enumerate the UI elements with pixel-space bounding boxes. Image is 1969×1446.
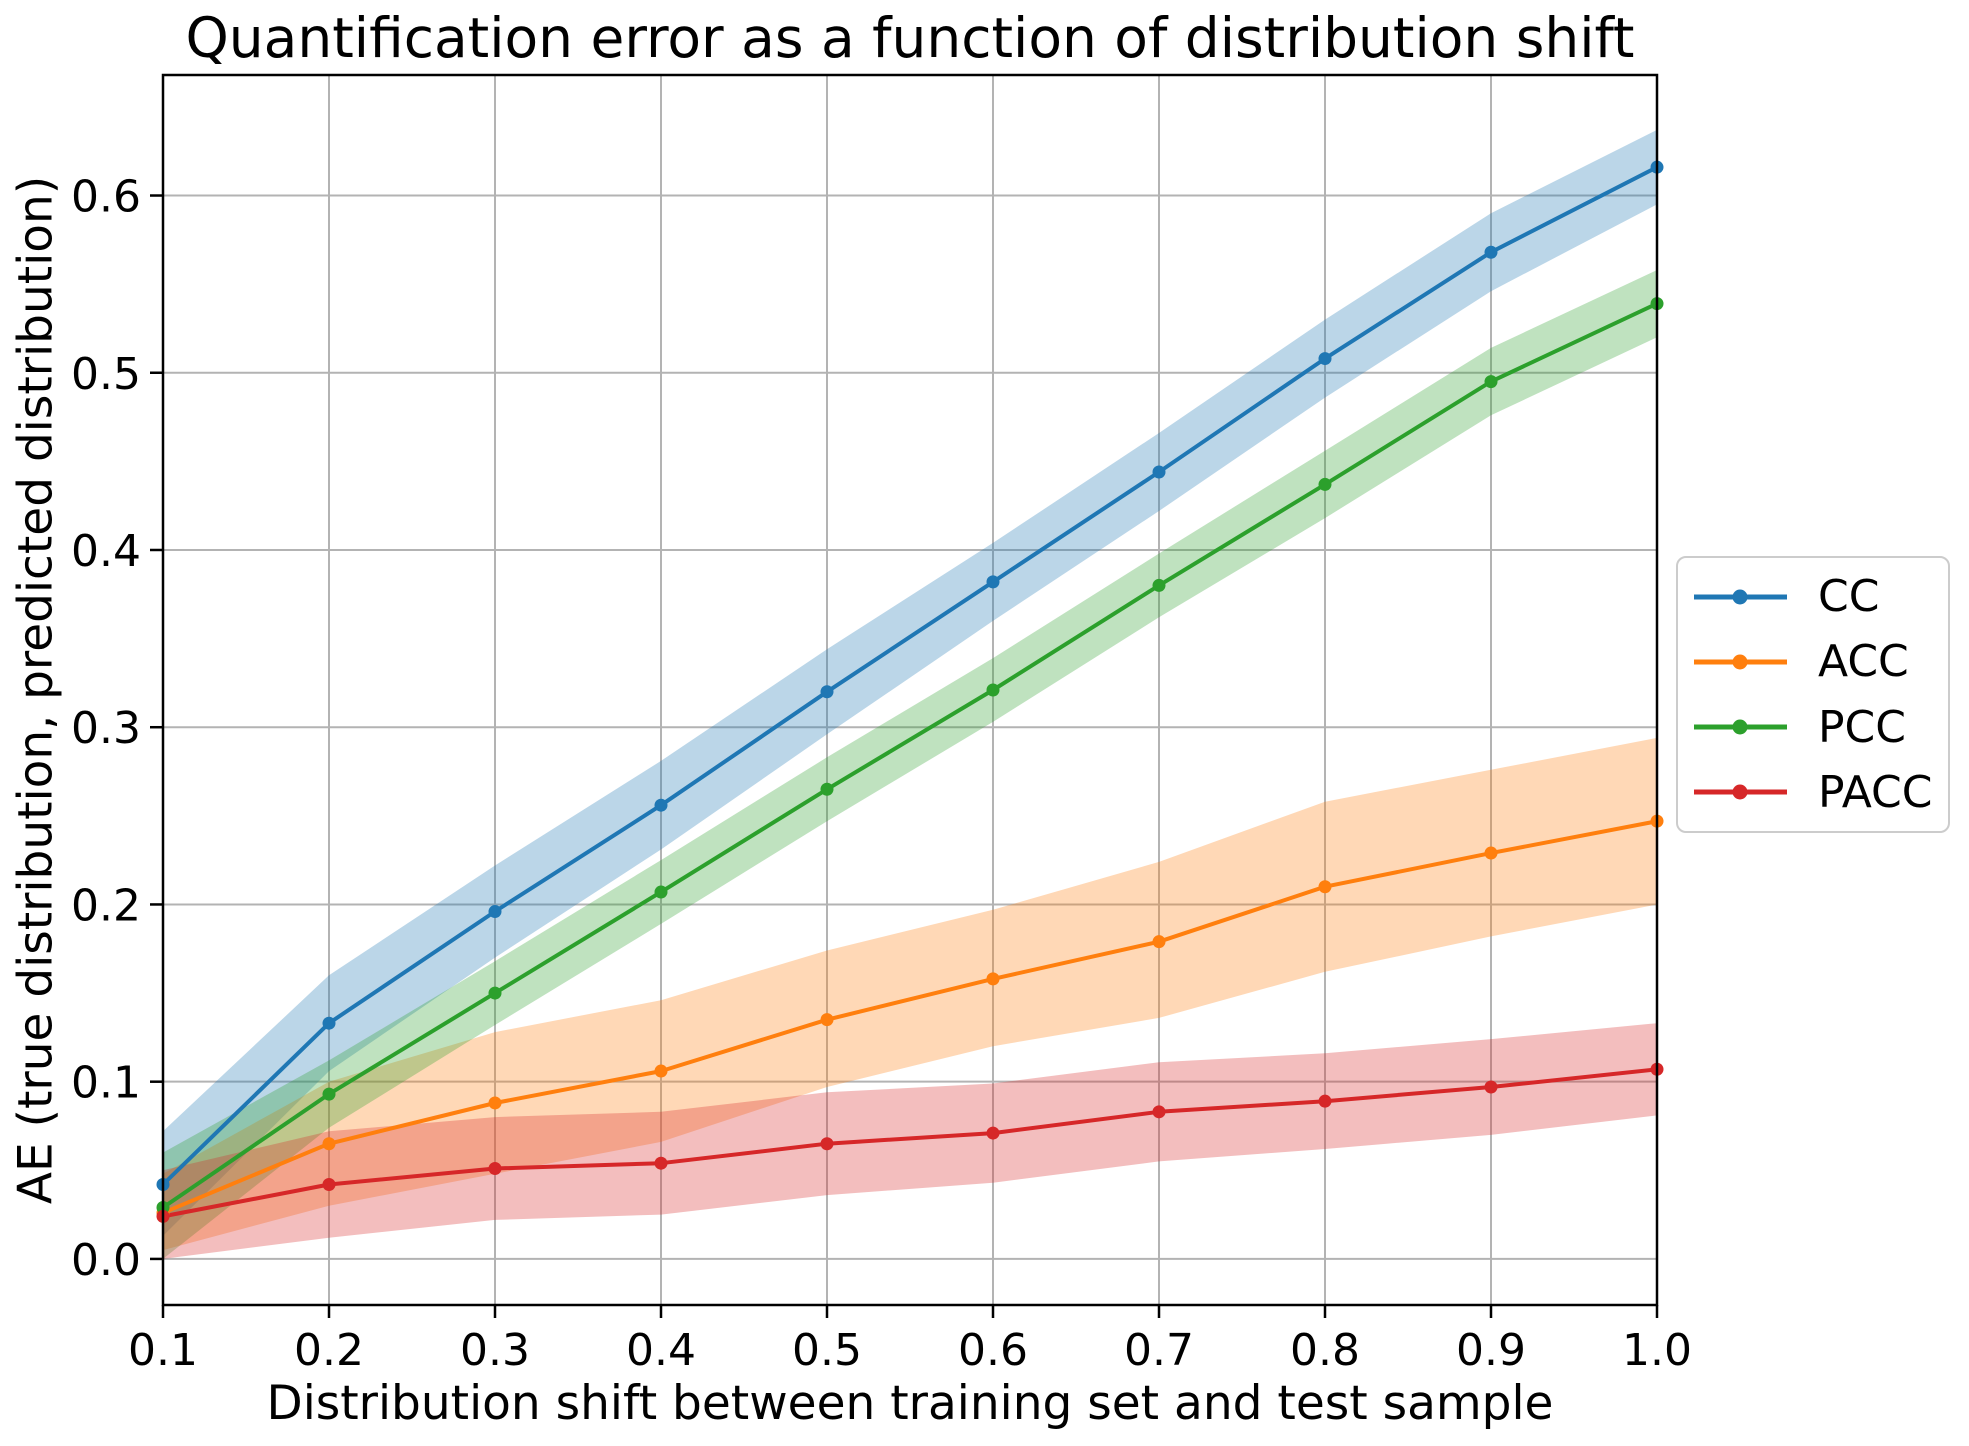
x-axis-label: Distribution shift between training set … — [266, 1376, 1554, 1431]
y-tick-label: 0.1 — [71, 1058, 141, 1109]
legend-label-PCC: PCC — [1818, 701, 1906, 753]
series-line-PCC — [161, 301, 1659, 1210]
x-tick-label: 0.4 — [626, 1325, 696, 1376]
legend-line-sample-CC — [1694, 589, 1787, 605]
legend-line-sample-PACC — [1694, 784, 1787, 800]
data-point-CC — [986, 575, 1000, 589]
data-point-PCC — [654, 885, 668, 899]
data-point-PACC — [654, 1156, 668, 1170]
x-tick-label: 0.6 — [958, 1325, 1028, 1376]
data-point-PCC — [986, 683, 1000, 697]
legend-label-CC: CC — [1818, 571, 1880, 623]
data-point-ACC — [322, 1137, 336, 1151]
series-markers — [156, 160, 1664, 1223]
data-point-PACC — [1152, 1105, 1166, 1119]
legend-item-PACC: PACC — [1692, 767, 1948, 818]
x-tick-label: 0.9 — [1456, 1325, 1526, 1376]
data-point-CC — [1318, 352, 1332, 366]
series-line-ACC — [161, 819, 1659, 1215]
data-point-CC — [1484, 245, 1498, 259]
legend: CC ACC PCC PACC — [1676, 556, 1950, 833]
data-point-PCC — [1484, 375, 1498, 389]
x-tick-label: 0.5 — [792, 1325, 862, 1376]
data-point-ACC — [1152, 935, 1166, 949]
confidence-band-PACC — [163, 1023, 1657, 1259]
data-point-CC — [1152, 465, 1166, 479]
legend-item-CC: CC — [1692, 571, 1948, 622]
y-tick-labels: 0.0 0.1 0.2 0.3 0.4 0.5 0.6 — [71, 172, 141, 1286]
legend-line-sample-PCC — [1694, 719, 1787, 735]
chart-title: Quantification error as a function of di… — [185, 6, 1635, 70]
data-point-ACC — [986, 972, 1000, 986]
data-point-PCC — [1152, 578, 1166, 592]
y-tick-label: 0.2 — [71, 880, 141, 931]
data-point-PCC — [820, 782, 834, 796]
y-tick-label: 0.3 — [71, 703, 141, 754]
tick-marks — [150, 194, 1659, 1318]
data-point-CC — [820, 685, 834, 699]
data-point-PCC — [1318, 477, 1332, 491]
legend-label-ACC: ACC — [1818, 636, 1909, 688]
legend-sample-marker — [1732, 719, 1748, 735]
data-point-ACC — [488, 1096, 502, 1110]
legend-sample-marker — [1732, 654, 1748, 670]
legend-label-PACC: PACC — [1818, 766, 1933, 818]
x-tick-label: 1.0 — [1622, 1325, 1692, 1376]
data-point-ACC — [1318, 880, 1332, 894]
legend-sample-marker — [1732, 784, 1748, 800]
x-tick-label: 0.8 — [1290, 1325, 1360, 1376]
data-point-PACC — [322, 1177, 336, 1191]
data-point-PACC — [820, 1137, 834, 1151]
data-point-PCC — [322, 1087, 336, 1101]
confidence-band-PCC — [163, 270, 1657, 1259]
plot-border — [161, 73, 1659, 1307]
data-point-CC — [654, 798, 668, 812]
x-tick-labels: 0.1 0.2 0.3 0.4 0.5 0.6 0.7 0.8 0.9 1.0 — [128, 1325, 1692, 1376]
confidence-band-ACC — [163, 737, 1657, 1251]
y-tick-label: 0.5 — [71, 349, 141, 400]
legend-line-sample-ACC — [1694, 654, 1787, 670]
legend-item-ACC: ACC — [1692, 636, 1948, 687]
series-lines — [161, 165, 1659, 1219]
data-point-PACC — [1318, 1094, 1332, 1108]
y-tick-label: 0.0 — [71, 1235, 141, 1286]
data-point-ACC — [820, 1013, 834, 1027]
legend-item-PCC: PCC — [1692, 702, 1948, 753]
data-point-CC — [488, 905, 502, 919]
data-point-CC — [322, 1016, 336, 1030]
data-point-PACC — [986, 1126, 1000, 1140]
data-point-ACC — [1484, 846, 1498, 860]
series-line-CC — [161, 165, 1659, 1187]
x-tick-label: 0.3 — [460, 1325, 530, 1376]
y-axis-label: AE (true distribution, predicted distrib… — [8, 175, 64, 1205]
y-tick-label: 0.6 — [71, 172, 141, 223]
data-point-ACC — [654, 1064, 668, 1078]
data-point-PCC — [488, 986, 502, 1000]
x-tick-label: 0.1 — [128, 1325, 198, 1376]
x-tick-label: 0.2 — [294, 1325, 364, 1376]
data-point-PACC — [1484, 1080, 1498, 1094]
axes-spines — [161, 73, 1659, 1307]
data-point-PACC — [488, 1162, 502, 1176]
legend-sample-marker — [1732, 589, 1748, 605]
y-tick-label: 0.4 — [71, 526, 141, 577]
x-tick-label: 0.7 — [1124, 1325, 1194, 1376]
confidence-bands — [163, 129, 1657, 1259]
confidence-band-CC — [163, 129, 1657, 1236]
series-line-PACC — [161, 1067, 1659, 1219]
